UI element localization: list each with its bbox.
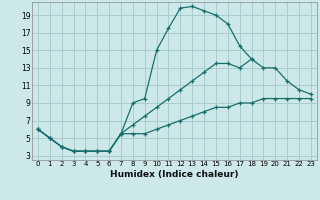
- X-axis label: Humidex (Indice chaleur): Humidex (Indice chaleur): [110, 170, 239, 179]
